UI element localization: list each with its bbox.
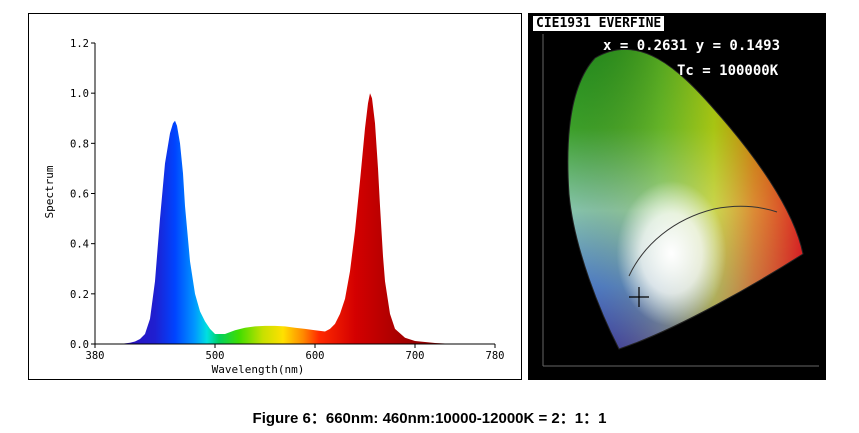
y-tick-label: 0.8 bbox=[70, 138, 89, 150]
cie-xy-readout: x = 0.2631 y = 0.1493 bbox=[603, 38, 781, 54]
spectrum-chart-svg: 380 500 600 700 780 0.0 0.2 0.4 0.6 0.8 1.0 1.2 Wa… bbox=[43, 38, 505, 376]
figure-caption: Figure 6：660nm: 460nm:10000-12000K = 2：1… bbox=[252, 410, 607, 427]
spectrum-chart: 380 500 600 700 780 0.0 0.2 0.4 0.6 0.8 1.0 1.2 Wa… bbox=[28, 13, 522, 380]
cie-diagram-svg bbox=[542, 34, 819, 367]
y-axis-label: Spectrum bbox=[43, 165, 56, 218]
y-tick-label: 0.0 bbox=[70, 339, 89, 351]
y-tick-labels: 0.0 0.2 0.4 0.6 0.8 1.0 1.2 bbox=[70, 38, 95, 351]
spectral-locus-outline bbox=[567, 48, 804, 350]
y-tick-label: 0.6 bbox=[70, 189, 89, 201]
cie-tick-marks bbox=[542, 34, 819, 367]
x-tick-label: 780 bbox=[486, 350, 505, 362]
x-tick-label: 500 bbox=[206, 350, 225, 362]
x-tick-label: 600 bbox=[306, 350, 325, 362]
x-tick-labels: 380 500 600 700 780 bbox=[86, 344, 505, 362]
y-tick-label: 0.2 bbox=[70, 289, 89, 301]
measured-point-marker bbox=[629, 287, 649, 307]
y-tick-label: 1.2 bbox=[70, 38, 89, 50]
x-axis-label: Wavelength(nm) bbox=[212, 363, 305, 376]
y-tick-label: 1.0 bbox=[70, 88, 89, 100]
y-tick-label: 0.4 bbox=[70, 239, 89, 251]
spectrum-area bbox=[120, 93, 455, 344]
planckian-locus bbox=[628, 205, 778, 277]
cie-title: CIE1931 EVERFINE bbox=[533, 16, 665, 31]
x-tick-label: 380 bbox=[86, 350, 105, 362]
cie-tc-readout: Tc = 100000K bbox=[677, 63, 779, 79]
x-tick-label: 700 bbox=[406, 350, 425, 362]
cie-chromaticity-diagram bbox=[528, 13, 826, 380]
